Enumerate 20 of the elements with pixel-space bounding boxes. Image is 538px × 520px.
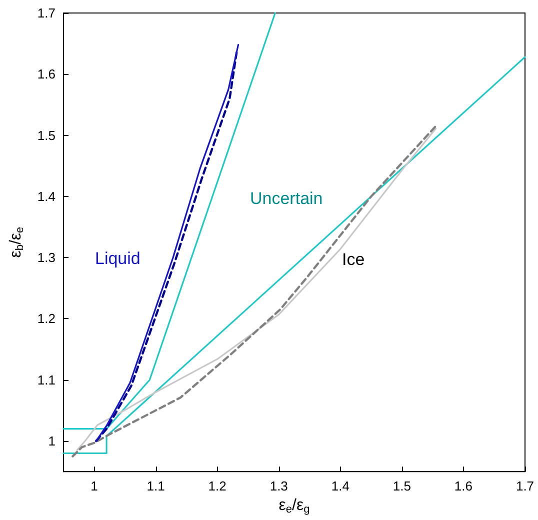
y-tick-label: 1.6 (37, 66, 56, 82)
annotation: Uncertain (250, 189, 323, 208)
x-tick-label: 1.2 (208, 478, 226, 494)
x-tick-label: 1.7 (516, 478, 534, 494)
annotation: Ice (342, 250, 365, 269)
y-tick-label: 1.3 (37, 250, 56, 266)
y-tick-label: 1.4 (37, 188, 56, 204)
x-tick-label: 1.6 (454, 478, 473, 494)
x-tick-label: 1 (90, 478, 98, 494)
y-tick-label: 1.7 (37, 6, 56, 20)
x-tick-label: 1.4 (331, 478, 350, 494)
x-tick-label: 1.3 (270, 478, 288, 494)
y-axis-title: εb/εe (8, 226, 26, 258)
x-tick-label: 1.5 (392, 478, 411, 494)
y-tick-label: 1.1 (37, 372, 56, 388)
x-tick-label: 1.1 (146, 478, 165, 494)
y-tick-label: 1.5 (37, 128, 56, 143)
y-tick-label: 1.2 (37, 311, 56, 326)
annotation: Liquid (95, 249, 140, 268)
y-tick-label: 1 (48, 434, 56, 449)
